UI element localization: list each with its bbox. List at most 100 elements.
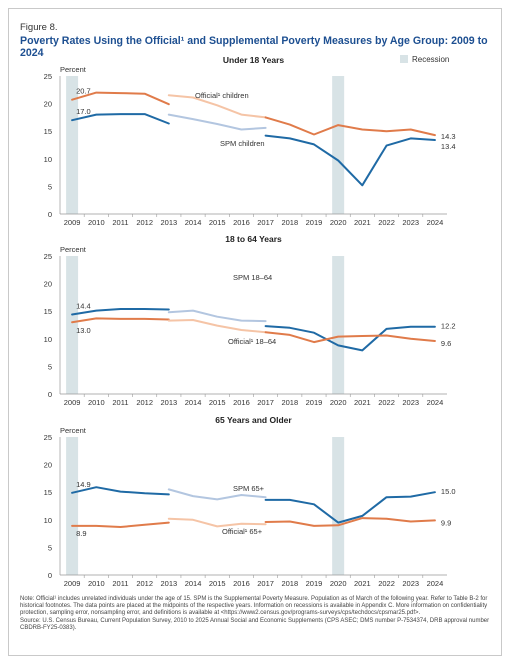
x-tick-label: 2024 bbox=[427, 579, 444, 588]
y-tick-label: 25 bbox=[44, 252, 52, 261]
official-series-line bbox=[264, 517, 436, 527]
official-series-last-value: 14.3 bbox=[441, 132, 456, 141]
x-tick-label: 2016 bbox=[233, 398, 250, 407]
chart-title: Under 18 Years bbox=[223, 55, 285, 65]
x-tick-label: 2012 bbox=[136, 218, 153, 227]
x-tick-label: 2012 bbox=[136, 398, 153, 407]
spm-series-first-value: 14.4 bbox=[76, 302, 91, 311]
x-tick-label: 2009 bbox=[64, 218, 81, 227]
chart-panel-3: 65 Years and Older Percent 0 5 10 15 20 25 2009 2… bbox=[44, 415, 456, 588]
official-series-first-value: 8.9 bbox=[76, 529, 86, 538]
chart-title: 65 Years and Older bbox=[215, 415, 292, 425]
poverty-charts: Recession Under 18 YearsPercent051015202… bbox=[44, 55, 456, 588]
y-tick-label: 5 bbox=[48, 182, 52, 191]
official-series-line bbox=[264, 116, 436, 137]
recession-legend-swatch bbox=[400, 55, 408, 63]
y-tick-label: 0 bbox=[48, 390, 52, 399]
y-tick-label: 15 bbox=[44, 488, 52, 497]
spm-series-line bbox=[71, 308, 170, 316]
official-series-line bbox=[167, 319, 267, 334]
chart-title: 18 to 64 Years bbox=[225, 234, 282, 244]
x-tick-label: 2009 bbox=[64, 398, 81, 407]
figure-label: Figure 8. bbox=[20, 22, 58, 33]
spm-series-first-value: 17.0 bbox=[76, 107, 91, 116]
x-tick-label: 2015 bbox=[209, 218, 226, 227]
x-tick-label: 2014 bbox=[185, 218, 202, 227]
spm-series-last-value: 13.4 bbox=[441, 142, 456, 151]
x-tick-label: 2022 bbox=[378, 398, 395, 407]
x-tick-label: 2018 bbox=[281, 218, 298, 227]
x-tick-label: 2016 bbox=[233, 579, 250, 588]
x-tick-label: 2011 bbox=[112, 579, 128, 588]
x-tick-label: 2023 bbox=[402, 218, 419, 227]
x-tick-label: 2013 bbox=[161, 579, 178, 588]
y-tick-label: 10 bbox=[44, 155, 52, 164]
x-tick-label: 2024 bbox=[427, 398, 444, 407]
x-tick-label: 2019 bbox=[306, 398, 323, 407]
x-tick-label: 2011 bbox=[112, 218, 128, 227]
x-tick-label: 2020 bbox=[330, 398, 347, 407]
x-tick-label: 2022 bbox=[378, 579, 395, 588]
y-axis-label: Percent bbox=[60, 65, 87, 74]
source-text: Source: U.S. Census Bureau, Current Popu… bbox=[20, 617, 490, 631]
x-tick-label: 2013 bbox=[161, 218, 178, 227]
x-tick-label: 2020 bbox=[330, 579, 347, 588]
y-axis-label: Percent bbox=[60, 426, 87, 435]
official-series-name: Official¹ children bbox=[195, 91, 249, 100]
x-tick-label: 2018 bbox=[281, 398, 298, 407]
x-tick-label: 2019 bbox=[306, 579, 323, 588]
x-tick-label: 2015 bbox=[209, 398, 226, 407]
official-series-line bbox=[71, 317, 170, 324]
y-tick-label: 5 bbox=[48, 362, 52, 371]
x-tick-label: 2020 bbox=[330, 218, 347, 227]
x-tick-label: 2017 bbox=[257, 579, 274, 588]
recession-band bbox=[66, 256, 79, 394]
spm-series-last-value: 15.0 bbox=[441, 487, 456, 496]
chart-panels: Under 18 Years Percent 0 5 10 15 20 25 2009 20 10 2… bbox=[44, 55, 456, 588]
y-tick-label: 25 bbox=[44, 433, 52, 442]
recession-band bbox=[66, 437, 79, 575]
official-series-first-value: 13.0 bbox=[76, 326, 91, 335]
spm-series-first-value: 14.9 bbox=[76, 480, 91, 489]
x-tick-label: 2011 bbox=[112, 398, 128, 407]
x-tick-label: 2017 bbox=[257, 218, 274, 227]
x-tick-label: 2017 bbox=[257, 398, 274, 407]
chart-panel-2: 18 to 64 Years Percent 0 5 10 15 20 25 2009 2010 2… bbox=[44, 234, 456, 407]
notes: Note: Official¹ includes unrelated indiv… bbox=[20, 596, 496, 632]
recession-legend: Recession bbox=[400, 55, 449, 64]
official-series-last-value: 9.6 bbox=[441, 339, 451, 348]
x-tick-label: 2021 bbox=[354, 218, 371, 227]
x-tick-label: 2019 bbox=[306, 218, 323, 227]
spm-series-line bbox=[167, 488, 267, 501]
y-tick-label: 20 bbox=[44, 461, 52, 470]
chart-panel-1: Under 18 Years Percent 0 5 10 15 20 25 2009 2010 2… bbox=[44, 55, 456, 227]
x-tick-label: 2015 bbox=[209, 579, 226, 588]
x-tick-label: 2022 bbox=[378, 218, 395, 227]
x-tick-label: 2009 bbox=[64, 579, 81, 588]
y-tick-label: 10 bbox=[44, 335, 52, 344]
official-series-first-value: 20.7 bbox=[76, 87, 91, 96]
spm-series-last-value: 12.2 bbox=[441, 322, 456, 331]
official-series-line bbox=[71, 91, 170, 106]
x-tick-label: 2014 bbox=[185, 579, 202, 588]
spm-series-line bbox=[71, 486, 170, 496]
x-tick-label: 2014 bbox=[185, 398, 202, 407]
spm-series-line bbox=[264, 491, 436, 524]
y-tick-label: 15 bbox=[44, 127, 52, 136]
x-tick-label: 2023 bbox=[402, 398, 419, 407]
recession-band bbox=[332, 256, 345, 394]
official-series-line bbox=[71, 521, 170, 528]
y-tick-label: 5 bbox=[48, 543, 52, 552]
official-series-name: Official¹ 18–64 bbox=[228, 337, 276, 346]
y-tick-label: 10 bbox=[44, 516, 52, 525]
x-tick-label: 2016 bbox=[233, 218, 250, 227]
y-axis-label: Percent bbox=[60, 245, 87, 254]
x-tick-label: 2012 bbox=[136, 579, 153, 588]
spm-series-name: SPM children bbox=[220, 139, 265, 148]
official-series-line bbox=[264, 331, 436, 344]
spm-series-name: SPM 18–64 bbox=[233, 273, 272, 282]
recession-legend-label: Recession bbox=[412, 55, 449, 64]
y-tick-label: 15 bbox=[44, 307, 52, 316]
y-tick-label: 20 bbox=[44, 100, 52, 109]
official-series-line bbox=[167, 94, 267, 119]
